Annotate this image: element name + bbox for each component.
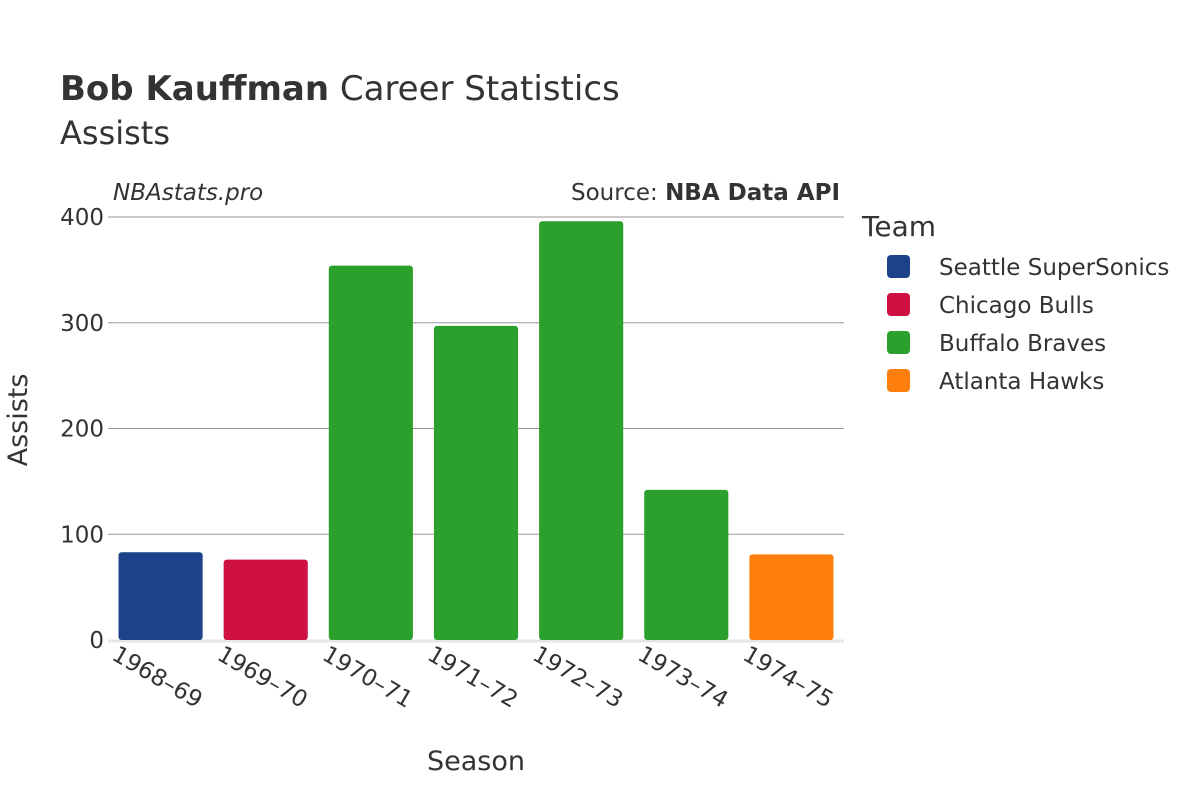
y-axis-title: Assists bbox=[3, 374, 34, 467]
x-tick-label: 1970–71 bbox=[318, 641, 417, 713]
x-tick-label: 1972–73 bbox=[528, 641, 627, 713]
bar bbox=[644, 489, 729, 640]
x-tick-label: 1969–70 bbox=[213, 641, 312, 713]
legend-label: Seattle SuperSonics bbox=[939, 255, 1169, 281]
bar bbox=[539, 221, 624, 641]
bar bbox=[328, 265, 413, 640]
y-tick-label: 300 bbox=[60, 311, 104, 337]
legend-label: Chicago Bulls bbox=[939, 293, 1094, 319]
x-tick-label: 1974–75 bbox=[738, 641, 837, 713]
bar bbox=[749, 554, 834, 640]
legend: Team Seattle SuperSonics Chicago Bulls Buf… bbox=[861, 210, 1169, 395]
bar bbox=[118, 552, 203, 640]
source-label: Source: NBA Data API bbox=[571, 180, 840, 206]
y-tick-label: 400 bbox=[60, 205, 104, 231]
y-tick-label: 100 bbox=[60, 522, 104, 548]
chart-title: Bob Kauffman Career Statistics bbox=[60, 69, 620, 109]
source-name: NBA Data API bbox=[665, 180, 840, 206]
y-tick-label: 200 bbox=[60, 417, 104, 443]
y-tick-label: 0 bbox=[89, 628, 104, 654]
x-tick-label: 1973–74 bbox=[633, 641, 732, 713]
bar bbox=[223, 559, 308, 640]
title-rest: Career Statistics bbox=[329, 69, 620, 109]
legend-swatch bbox=[887, 293, 910, 316]
x-tick-labels: 1968–69 1969–70 1970–71 1971–72 1972–73 1973–… bbox=[108, 641, 838, 713]
title-player: Bob Kauffman bbox=[60, 69, 329, 109]
legend-swatch bbox=[887, 369, 910, 392]
bar bbox=[433, 325, 519, 640]
x-tick-label: 1971–72 bbox=[423, 641, 522, 713]
watermark: NBAstats.pro bbox=[113, 180, 263, 206]
chart-subtitle: Assists bbox=[60, 114, 170, 152]
legend-label: Atlanta Hawks bbox=[939, 369, 1104, 395]
legend-swatch bbox=[887, 255, 910, 278]
legend-swatch bbox=[887, 331, 910, 354]
x-axis-title: Season bbox=[427, 746, 525, 777]
x-tick-label: 1968–69 bbox=[108, 641, 207, 713]
y-tick-labels: 0 100 200 300 400 bbox=[60, 205, 104, 654]
legend-label: Buffalo Braves bbox=[939, 331, 1106, 357]
source-prefix: Source: bbox=[571, 180, 665, 206]
legend-title: Team bbox=[861, 210, 936, 243]
bars bbox=[118, 221, 834, 641]
